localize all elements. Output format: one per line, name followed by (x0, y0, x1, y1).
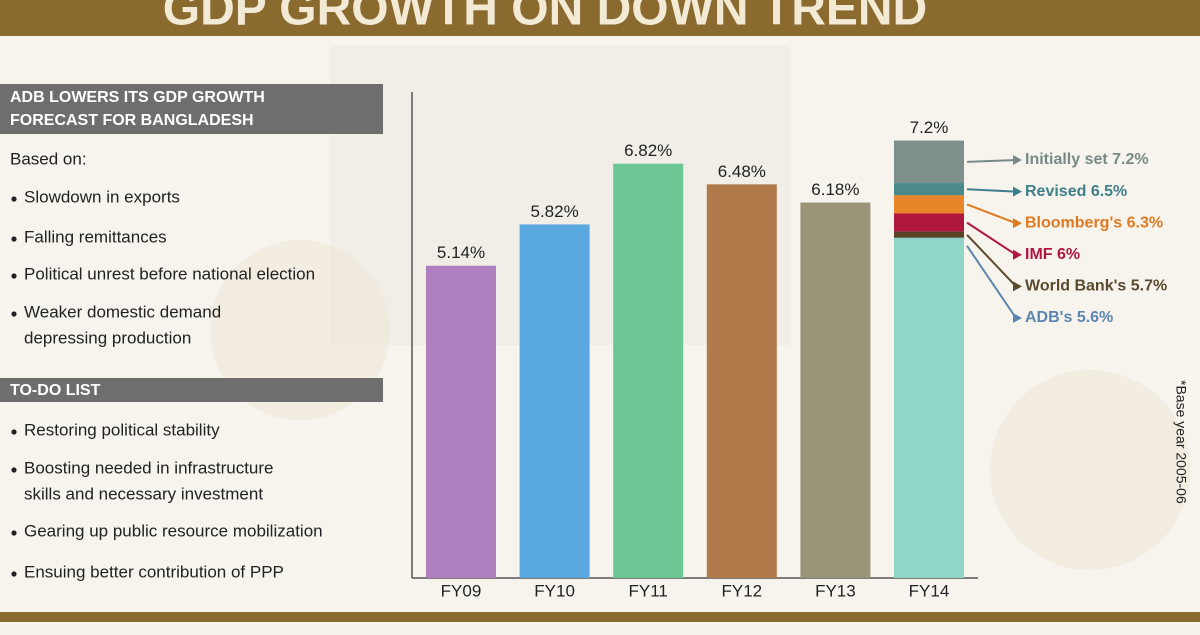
box-title-bg (0, 84, 383, 134)
estimate-arrow (966, 221, 1017, 256)
bullet (11, 196, 17, 202)
bullet-text: Boosting needed in infrastructure (24, 458, 274, 477)
x-tick-label: FY09 (441, 581, 482, 600)
bullet-text: Falling remittances (24, 227, 167, 246)
bullet-text: Restoring political stability (24, 420, 220, 439)
bar (426, 265, 496, 578)
estimate-label: Initially set 7.2% (1025, 151, 1149, 168)
estimate-segment (894, 213, 964, 232)
based-on: Based on: (10, 149, 87, 168)
bar (519, 224, 590, 578)
bullet (11, 429, 17, 435)
bullet-text: Slowdown in exports (24, 187, 180, 206)
bar (706, 184, 777, 578)
estimate-label: Bloomberg's 6.3% (1025, 214, 1163, 231)
estimate-label: IMF 6% (1025, 246, 1080, 263)
background-figure (990, 370, 1190, 570)
bullet-text: Political unrest before national electio… (24, 264, 315, 283)
estimate-arrow (966, 203, 1017, 225)
bullet (11, 273, 17, 279)
todo-title: TO-DO LIST (10, 382, 101, 399)
background-figure (210, 240, 390, 420)
estimate-segment (894, 231, 964, 238)
box-title: ADB LOWERS ITS GDP GROWTH (10, 89, 265, 106)
x-tick-label: FY10 (534, 581, 575, 600)
estimate-segment (894, 183, 964, 196)
box-title: FORECAST FOR BANGLADESH (10, 112, 254, 129)
arrow-head (1013, 249, 1022, 260)
note: *Base year 2005-06 (1173, 380, 1189, 504)
bottom-band (0, 612, 1200, 622)
bullet (11, 467, 17, 473)
estimate-label: Revised 6.5% (1025, 183, 1127, 200)
value-label: 5.14% (437, 243, 485, 262)
x-tick-label: FY14 (909, 581, 950, 600)
bullet-text: Gearing up public resource mobilization (24, 521, 323, 540)
arrow-head (1013, 218, 1022, 229)
bar (800, 202, 871, 578)
estimate-segment (894, 195, 964, 214)
estimate-arrow (966, 245, 1017, 319)
title-band (0, 0, 1200, 36)
x-tick-label: FY11 (629, 581, 668, 600)
estimate-segment (894, 237, 964, 579)
arrow-head (1013, 155, 1022, 165)
estimate-label: ADB's 5.6% (1025, 309, 1113, 326)
bar (613, 163, 684, 578)
x-tick-label: FY13 (815, 581, 856, 600)
arrow-head (1013, 186, 1022, 197)
estimate-segment (894, 140, 964, 184)
value-label: 6.82% (624, 141, 672, 160)
estimate-arrow (966, 159, 1017, 163)
x-tick-label: FY12 (721, 581, 762, 600)
bullet (11, 311, 17, 317)
title: GDP GROWTH ON DOWN TREND (163, 0, 927, 36)
value-label: 6.48% (718, 162, 766, 181)
todo-title-bg (0, 378, 383, 402)
bullet-text: Weaker domestic demand (24, 302, 221, 321)
bullet (11, 571, 17, 577)
bullet-text: Ensuing better contribution of PPP (24, 562, 284, 581)
bullet-text: skills and necessary investment (24, 484, 263, 503)
bullet (11, 530, 17, 536)
bullet (11, 236, 17, 242)
value-label: 6.18% (811, 180, 859, 199)
estimate-arrow (966, 234, 1017, 288)
bullet-text: depressing production (24, 328, 191, 347)
estimate-label: World Bank's 5.7% (1025, 278, 1167, 295)
value-label: 7.2% (910, 118, 949, 137)
arrow-head (1013, 313, 1022, 323)
arrow-head (1013, 281, 1022, 292)
value-label: 5.82% (530, 202, 578, 221)
estimate-arrow (966, 188, 1017, 193)
